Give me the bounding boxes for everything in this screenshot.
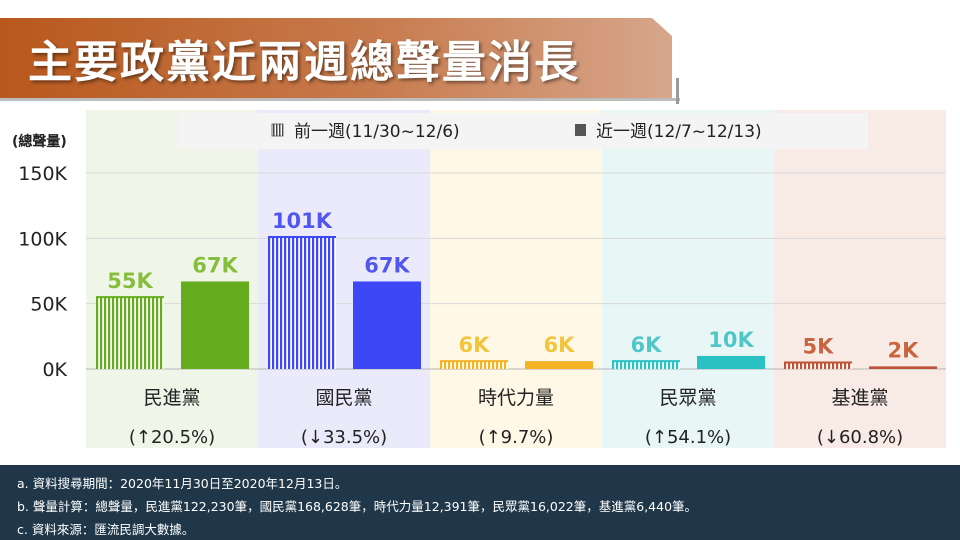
category-background [430,110,602,448]
bar-recent-week [353,281,421,369]
bar-value-label: 6K [544,333,576,357]
change-percent-label: (↓33.5%) [301,427,387,448]
change-percent-label: (↓60.8%) [817,427,903,448]
y-tick-label: 100K [18,228,67,250]
category-label: 國民黨 [315,387,372,409]
bar-value-label: 67K [364,253,410,277]
change-percent-label: (↑9.7%) [479,427,554,448]
category-background [602,110,774,448]
legend-swatch-previous-week [271,123,284,137]
bar-previous-week [612,361,680,369]
bar-value-label: 10K [708,328,754,352]
bar-value-label: 6K [631,333,663,357]
bar-value-label: 2K [888,338,920,362]
title-tick-mark [676,78,679,104]
category-background [86,110,258,448]
change-percent-label: (↑20.5%) [129,427,215,448]
footer-notes: a. 資料搜尋期間：2020年11月30日至2020年12月13日。 b. 聲量… [0,465,960,540]
footer-note-period: a. 資料搜尋期間：2020年11月30日至2020年12月13日。 [17,476,348,491]
bar-previous-week [96,297,164,369]
bar-value-label: 5K [803,334,835,358]
legend-swatch-recent-week [575,124,586,136]
change-percent-label: (↑54.1%) [645,427,731,448]
title-divider [0,98,680,101]
category-label: 基進黨 [831,387,888,409]
bar-recent-week [697,355,765,369]
title-banner [0,18,672,98]
bar-previous-week [784,362,852,369]
category-background [774,110,946,448]
bar-previous-week [268,237,336,369]
bar-value-label: 55K [107,269,153,293]
bar-value-label: 101K [272,209,333,233]
legend-label-recent-week: 近一週(12/7~12/13) [596,122,762,142]
bar-previous-week [440,361,508,369]
footer-note-source: c. 資料來源：匯流民調大數據。 [17,522,195,537]
page-title: 主要政黨近兩週總聲量消長 [28,37,580,88]
y-tick-label: 50K [30,294,67,316]
y-tick-label: 0K [42,359,67,381]
footer-note-calculation: b. 聲量計算：總聲量，民進黨122,230筆，國民黨168,628筆，時代力量… [17,499,698,514]
bar-recent-week [525,361,593,369]
y-tick-label: 150K [18,163,67,185]
category-label: 時代力量 [478,387,554,409]
bar-recent-week [869,366,937,369]
legend-label-previous-week: 前一週(11/30~12/6) [294,122,460,142]
bar-value-label: 6K [459,333,491,357]
legend-box [178,113,868,149]
category-label: 民眾黨 [659,387,716,409]
category-label: 民進黨 [143,387,200,409]
bar-recent-week [181,281,249,369]
bar-value-label: 67K [192,253,238,277]
y-axis-label: (總聲量) [12,133,67,150]
